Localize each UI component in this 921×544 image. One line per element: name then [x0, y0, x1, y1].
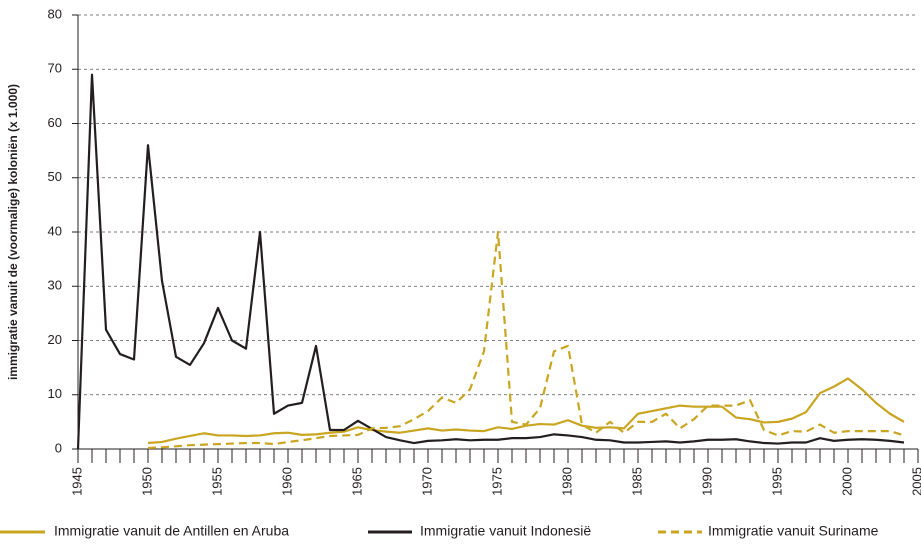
x-tick-label: 1965	[349, 467, 364, 496]
y-tick-label: 70	[48, 61, 62, 76]
legend-label: Immigratie vanuit Indonesië	[420, 523, 591, 539]
y-tick-label: 40	[48, 223, 62, 238]
y-tick-label: 30	[48, 278, 62, 293]
x-tick-label: 1950	[139, 467, 154, 496]
y-tick-label: 50	[48, 169, 62, 184]
x-tick-label: 1955	[209, 467, 224, 496]
y-axis-label: immigratie vanuit de (voormalige) koloni…	[6, 84, 20, 380]
x-tick-label: 1980	[559, 467, 574, 496]
y-tick-label: 20	[48, 332, 62, 347]
series-line	[76, 73, 905, 450]
legend-label: Immigratie vanuit Suriname	[708, 523, 879, 539]
x-tick-label: 1985	[629, 467, 644, 496]
y-tick-label: 80	[48, 6, 62, 21]
y-tick-label: 0	[55, 440, 62, 455]
x-tick-label: 1960	[279, 467, 294, 496]
legend-label: Immigratie vanuit de Antillen en Aruba	[54, 523, 289, 539]
x-tick-label: 1975	[489, 467, 504, 496]
series-line	[147, 230, 905, 450]
x-tick-label: 2000	[839, 467, 854, 496]
series-line	[147, 377, 905, 445]
x-tick-label: 1970	[419, 467, 434, 496]
y-tick-label: 10	[48, 386, 62, 401]
y-tick-label: 60	[48, 115, 62, 130]
x-tick-label: 1995	[769, 467, 784, 496]
x-tick-label: 1945	[69, 467, 84, 496]
x-tick-label: 2005	[909, 467, 921, 496]
x-tick-label: 1990	[699, 467, 714, 496]
